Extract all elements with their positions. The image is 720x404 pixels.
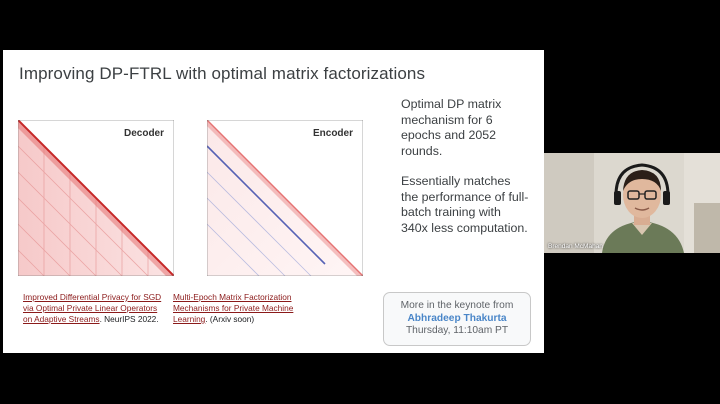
participant-video-image [544,153,720,253]
decoder-label: Decoder [123,128,164,139]
encoder-heatmap-image [207,120,363,276]
keynote-callout: More in the keynote from Abhradeep Thaku… [383,292,531,346]
reference-neurips-2022: Improved Differential Privacy for SGD vi… [23,292,163,325]
decoder-heatmap-image [18,120,174,276]
slide-title: Improving DP-FTRL with optimal matrix fa… [19,64,426,83]
reference-link-neurips[interactable]: Improved Differential Privacy for SGD vi… [23,292,162,324]
reference-multi-epoch: Multi-Epoch Matrix Factorization Mechani… [173,292,313,325]
encoder-matrix-heatmap: Encoder [207,120,363,276]
reference-venue-neurips: . NeurIPS 2022. [99,314,159,324]
keynote-intro: More in the keynote from [400,300,514,311]
presentation-slide: Improving DP-FTRL with optimal matrix fa… [3,50,544,353]
reference-link-multi-epoch[interactable]: Multi-Epoch Matrix Factorization Mechani… [173,292,294,324]
reference-venue-arxiv: . (Arxiv soon) [205,314,255,324]
encoder-label: Encoder [312,128,353,139]
keynote-time: Thursday, 11:10am PT [405,325,509,336]
slide-text-performance: Essentially matches the performance of f… [401,174,529,235]
keynote-speaker-name: Abhradeep Thakurta [407,312,507,324]
participant-name-label: Brendan McMahan [548,243,603,250]
participant-video-tile[interactable]: Brendan McMahan [544,153,720,253]
decoder-matrix-heatmap: Decoder [18,120,174,276]
slide-text-mechanism: Optimal DP matrix mechanism for 6 epochs… [401,97,502,158]
